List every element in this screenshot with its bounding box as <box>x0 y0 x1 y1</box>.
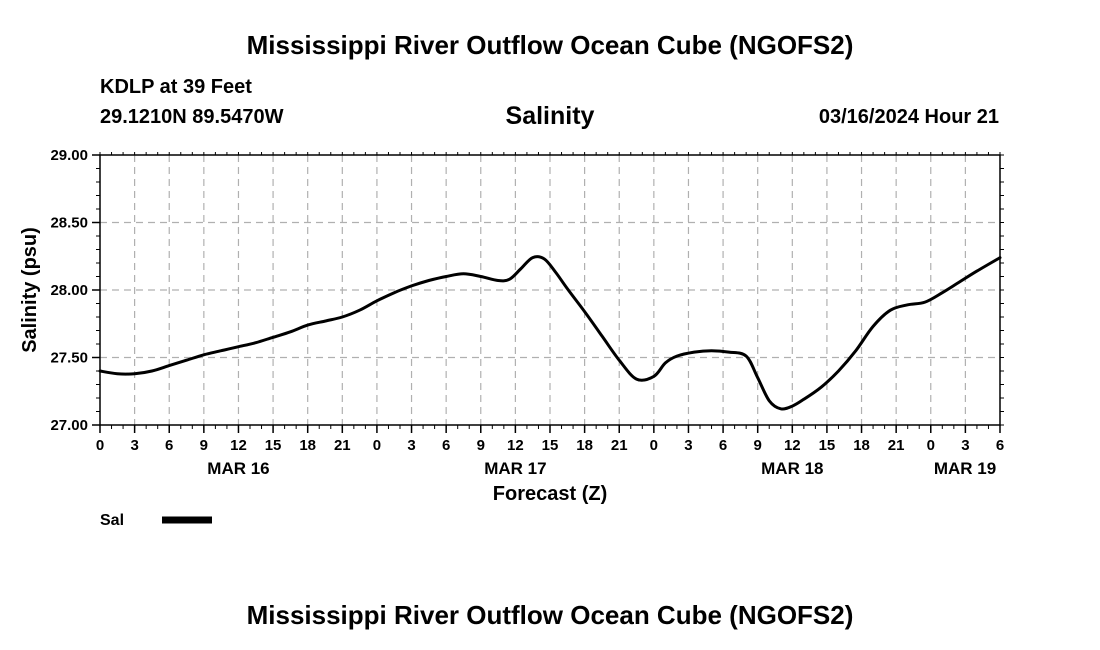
date-labels: MAR 16 MAR 17 MAR 18 MAR 19 <box>207 459 996 478</box>
x-tick-label: 0 <box>96 437 104 454</box>
chart-title-top: Mississippi River Outflow Ocean Cube (NG… <box>246 30 854 60</box>
legend: Sal <box>100 512 212 529</box>
y-tick-label: 27.00 <box>50 417 88 434</box>
x-tick-label: 0 <box>373 437 381 454</box>
series-layer <box>98 255 1002 411</box>
y-tick-labels: 27.00 27.50 28.00 28.50 29.00 <box>50 147 88 434</box>
grid-lines <box>100 155 1000 425</box>
series-line-sal <box>98 255 1002 411</box>
x-tick-label: 6 <box>165 437 173 454</box>
forecast-datetime: 03/16/2024 Hour 21 <box>818 106 999 128</box>
y-tick-label: 28.00 <box>50 282 88 299</box>
x-tick-label: 3 <box>130 437 138 454</box>
x-tick-labels: 0 3 6 9 12 15 18 21 0 3 6 9 12 15 18 21 0 3 6 9 12 15 18 21 0 3 6 <box>96 437 1004 454</box>
x-tick-label: 6 <box>996 437 1004 454</box>
x-tick-label: 18 <box>299 437 316 454</box>
date-label: MAR 17 <box>484 459 546 478</box>
x-tick-label: 21 <box>334 437 351 454</box>
x-tick-label: 15 <box>542 437 559 454</box>
variable-title: Salinity <box>505 102 595 130</box>
y-tick-label: 27.50 <box>50 350 88 367</box>
x-tick-label: 6 <box>442 437 450 454</box>
x-tick-label: 12 <box>230 437 247 454</box>
x-tick-label: 3 <box>684 437 692 454</box>
x-tick-label: 6 <box>719 437 727 454</box>
plot-frame <box>99 154 1001 426</box>
chart-title-bottom: Mississippi River Outflow Ocean Cube (NG… <box>246 600 854 630</box>
date-label: MAR 16 <box>207 459 269 478</box>
y-tick-label: 29.00 <box>50 147 88 164</box>
x-tick-label: 0 <box>927 437 935 454</box>
station-label: KDLP at 39 Feet <box>100 76 252 98</box>
x-tick-label: 21 <box>611 437 628 454</box>
x-tick-label: 18 <box>576 437 593 454</box>
x-tick-label: 12 <box>784 437 801 454</box>
x-tick-label: 9 <box>477 437 485 454</box>
x-axis-label: Forecast (Z) <box>493 483 607 505</box>
y-axis-label: Salinity (psu) <box>19 227 41 353</box>
x-tick-label: 9 <box>754 437 762 454</box>
y-tick-label: 28.50 <box>50 215 88 232</box>
x-tick-label: 18 <box>853 437 870 454</box>
x-tick-label: 12 <box>507 437 524 454</box>
x-tick-label: 0 <box>650 437 658 454</box>
x-tick-label: 3 <box>407 437 415 454</box>
x-tick-label: 3 <box>961 437 969 454</box>
date-label: MAR 18 <box>761 459 823 478</box>
x-tick-label: 9 <box>200 437 208 454</box>
x-tick-label: 21 <box>888 437 905 454</box>
date-label: MAR 19 <box>934 459 996 478</box>
x-tick-label: 15 <box>819 437 836 454</box>
station-coordinates: 29.1210N 89.5470W <box>100 106 284 128</box>
legend-label: Sal <box>100 512 124 529</box>
x-tick-label: 15 <box>265 437 282 454</box>
